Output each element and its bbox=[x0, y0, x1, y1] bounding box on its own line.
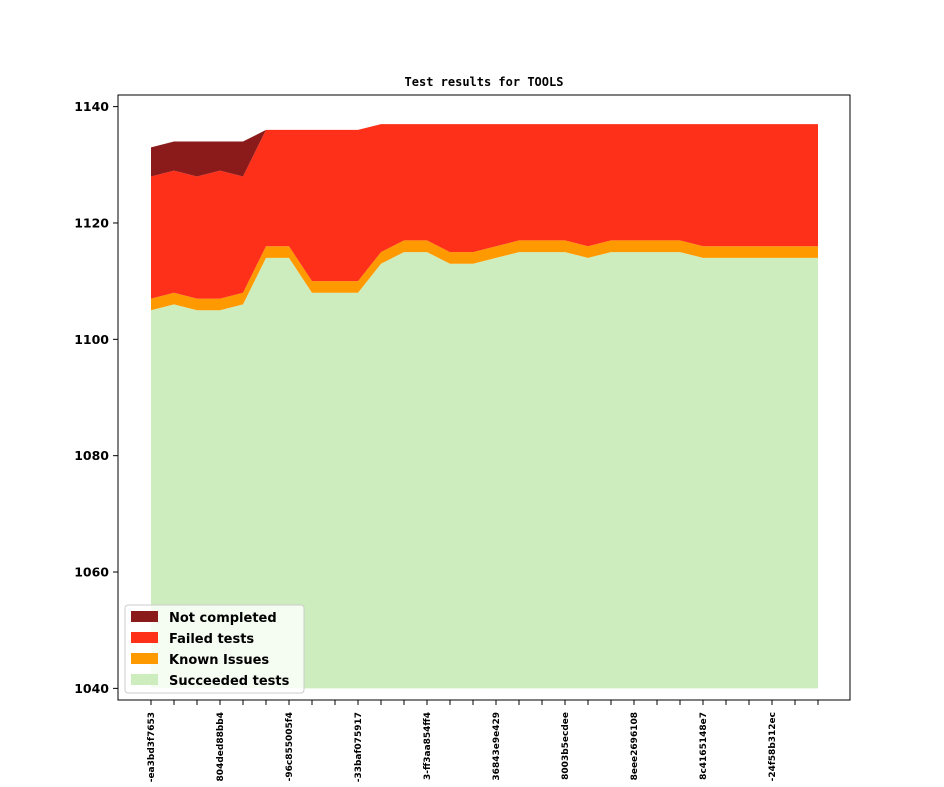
x-tick-label: 804ded88bb4 bbox=[216, 712, 226, 781]
x-tick-label: -ea3bd3f7653 bbox=[147, 712, 157, 782]
y-tick-label: 1120 bbox=[74, 215, 109, 230]
legend: Not completed Failed tests Known Issues Suc… bbox=[124, 604, 305, 694]
legend-swatch bbox=[131, 632, 158, 643]
area-series-succeeded-tests bbox=[151, 252, 818, 689]
plot-frame bbox=[117, 94, 851, 701]
area-series-failed-tests bbox=[151, 124, 818, 299]
y-tick-label: 1100 bbox=[74, 332, 109, 347]
x-tick-label: -33baf075917 bbox=[354, 712, 364, 782]
area-series-not-completed bbox=[151, 124, 818, 177]
x-tick-label: 8c4165148e7 bbox=[699, 712, 709, 780]
x-tick-label: -96c855005f4 bbox=[285, 712, 295, 781]
legend-label: Not completed bbox=[169, 611, 277, 626]
legend-label: Failed tests bbox=[169, 632, 254, 647]
legend-box bbox=[124, 604, 305, 694]
x-tick-label: 3-ff3aa854ff4 bbox=[423, 712, 433, 780]
y-axis: 1040 1060 1080 1100 1120 1140 bbox=[74, 99, 118, 696]
y-tick-label: 1080 bbox=[74, 448, 109, 463]
y-tick-label: 1040 bbox=[74, 681, 109, 696]
legend-swatch bbox=[131, 611, 158, 622]
x-tick-label: 8003b5ecdee bbox=[561, 712, 571, 780]
plot-area-group bbox=[151, 124, 818, 689]
legend-swatch bbox=[131, 674, 158, 685]
y-tick-label: 1060 bbox=[74, 565, 109, 580]
legend-label: Known Issues bbox=[169, 653, 269, 668]
area-series-known-issues bbox=[151, 240, 818, 311]
x-tick-label: 36843e9e429 bbox=[492, 712, 502, 781]
legend-swatch bbox=[131, 653, 158, 664]
x-axis: -ea3bd3f7653 804ded88bb4 -96c855005f4 -33ba… bbox=[147, 700, 819, 782]
chart-title: Test results for TOOLS bbox=[405, 75, 564, 89]
legend-label: Succeeded tests bbox=[169, 674, 290, 689]
x-tick-label: 8eee2696108 bbox=[630, 712, 640, 780]
y-tick-label: 1140 bbox=[74, 99, 109, 114]
x-tick-label: -24f58b312ec bbox=[768, 712, 778, 781]
